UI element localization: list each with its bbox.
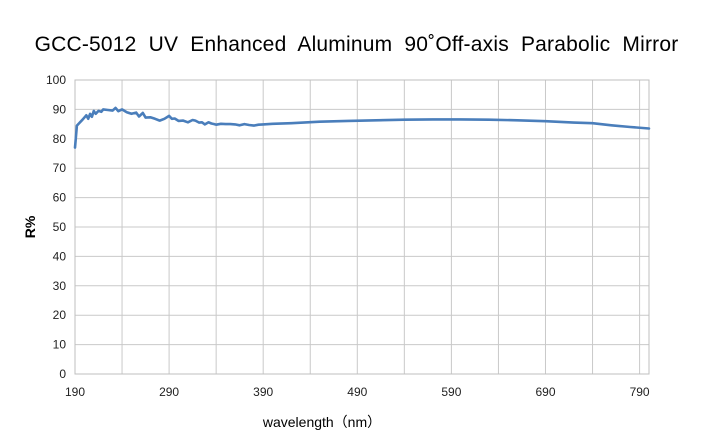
grid-lines	[74, 79, 650, 375]
y-tick-label: 90	[53, 102, 67, 116]
x-tick-label: 290	[159, 385, 179, 399]
x-tick-label: 190	[65, 385, 85, 399]
y-tick-label: 10	[53, 338, 67, 352]
x-tick-label: 590	[441, 385, 461, 399]
y-tick-label: 80	[53, 132, 67, 146]
x-axis-label: wavelength（nm）	[262, 414, 381, 430]
y-tick-label: 60	[53, 191, 67, 205]
chart-title: GCC-5012 UV Enhanced Aluminum 90˚Off-axi…	[34, 33, 679, 56]
x-tick-labels: 190 290 390 490 590 690 790	[65, 385, 650, 399]
x-tick-label: 390	[253, 385, 273, 399]
y-tick-label: 100	[46, 73, 66, 87]
y-tick-label: 50	[53, 220, 67, 234]
x-tick-label: 490	[347, 385, 367, 399]
y-tick-label: 40	[53, 249, 67, 263]
x-tick-label: 790	[630, 385, 650, 399]
y-tick-label: 30	[53, 279, 67, 293]
x-tick-label: 690	[535, 385, 555, 399]
y-tick-label: 20	[53, 308, 67, 322]
series-line-reflectance	[73, 106, 651, 149]
y-axis-label: R%	[22, 215, 38, 238]
series-group	[73, 106, 651, 149]
y-tick-labels: 0 10 20 30 40 50 60 70 80 90 100	[46, 73, 66, 381]
y-tick-label: 70	[53, 161, 67, 175]
plot-frame	[74, 79, 650, 375]
y-tick-label: 0	[59, 367, 66, 381]
